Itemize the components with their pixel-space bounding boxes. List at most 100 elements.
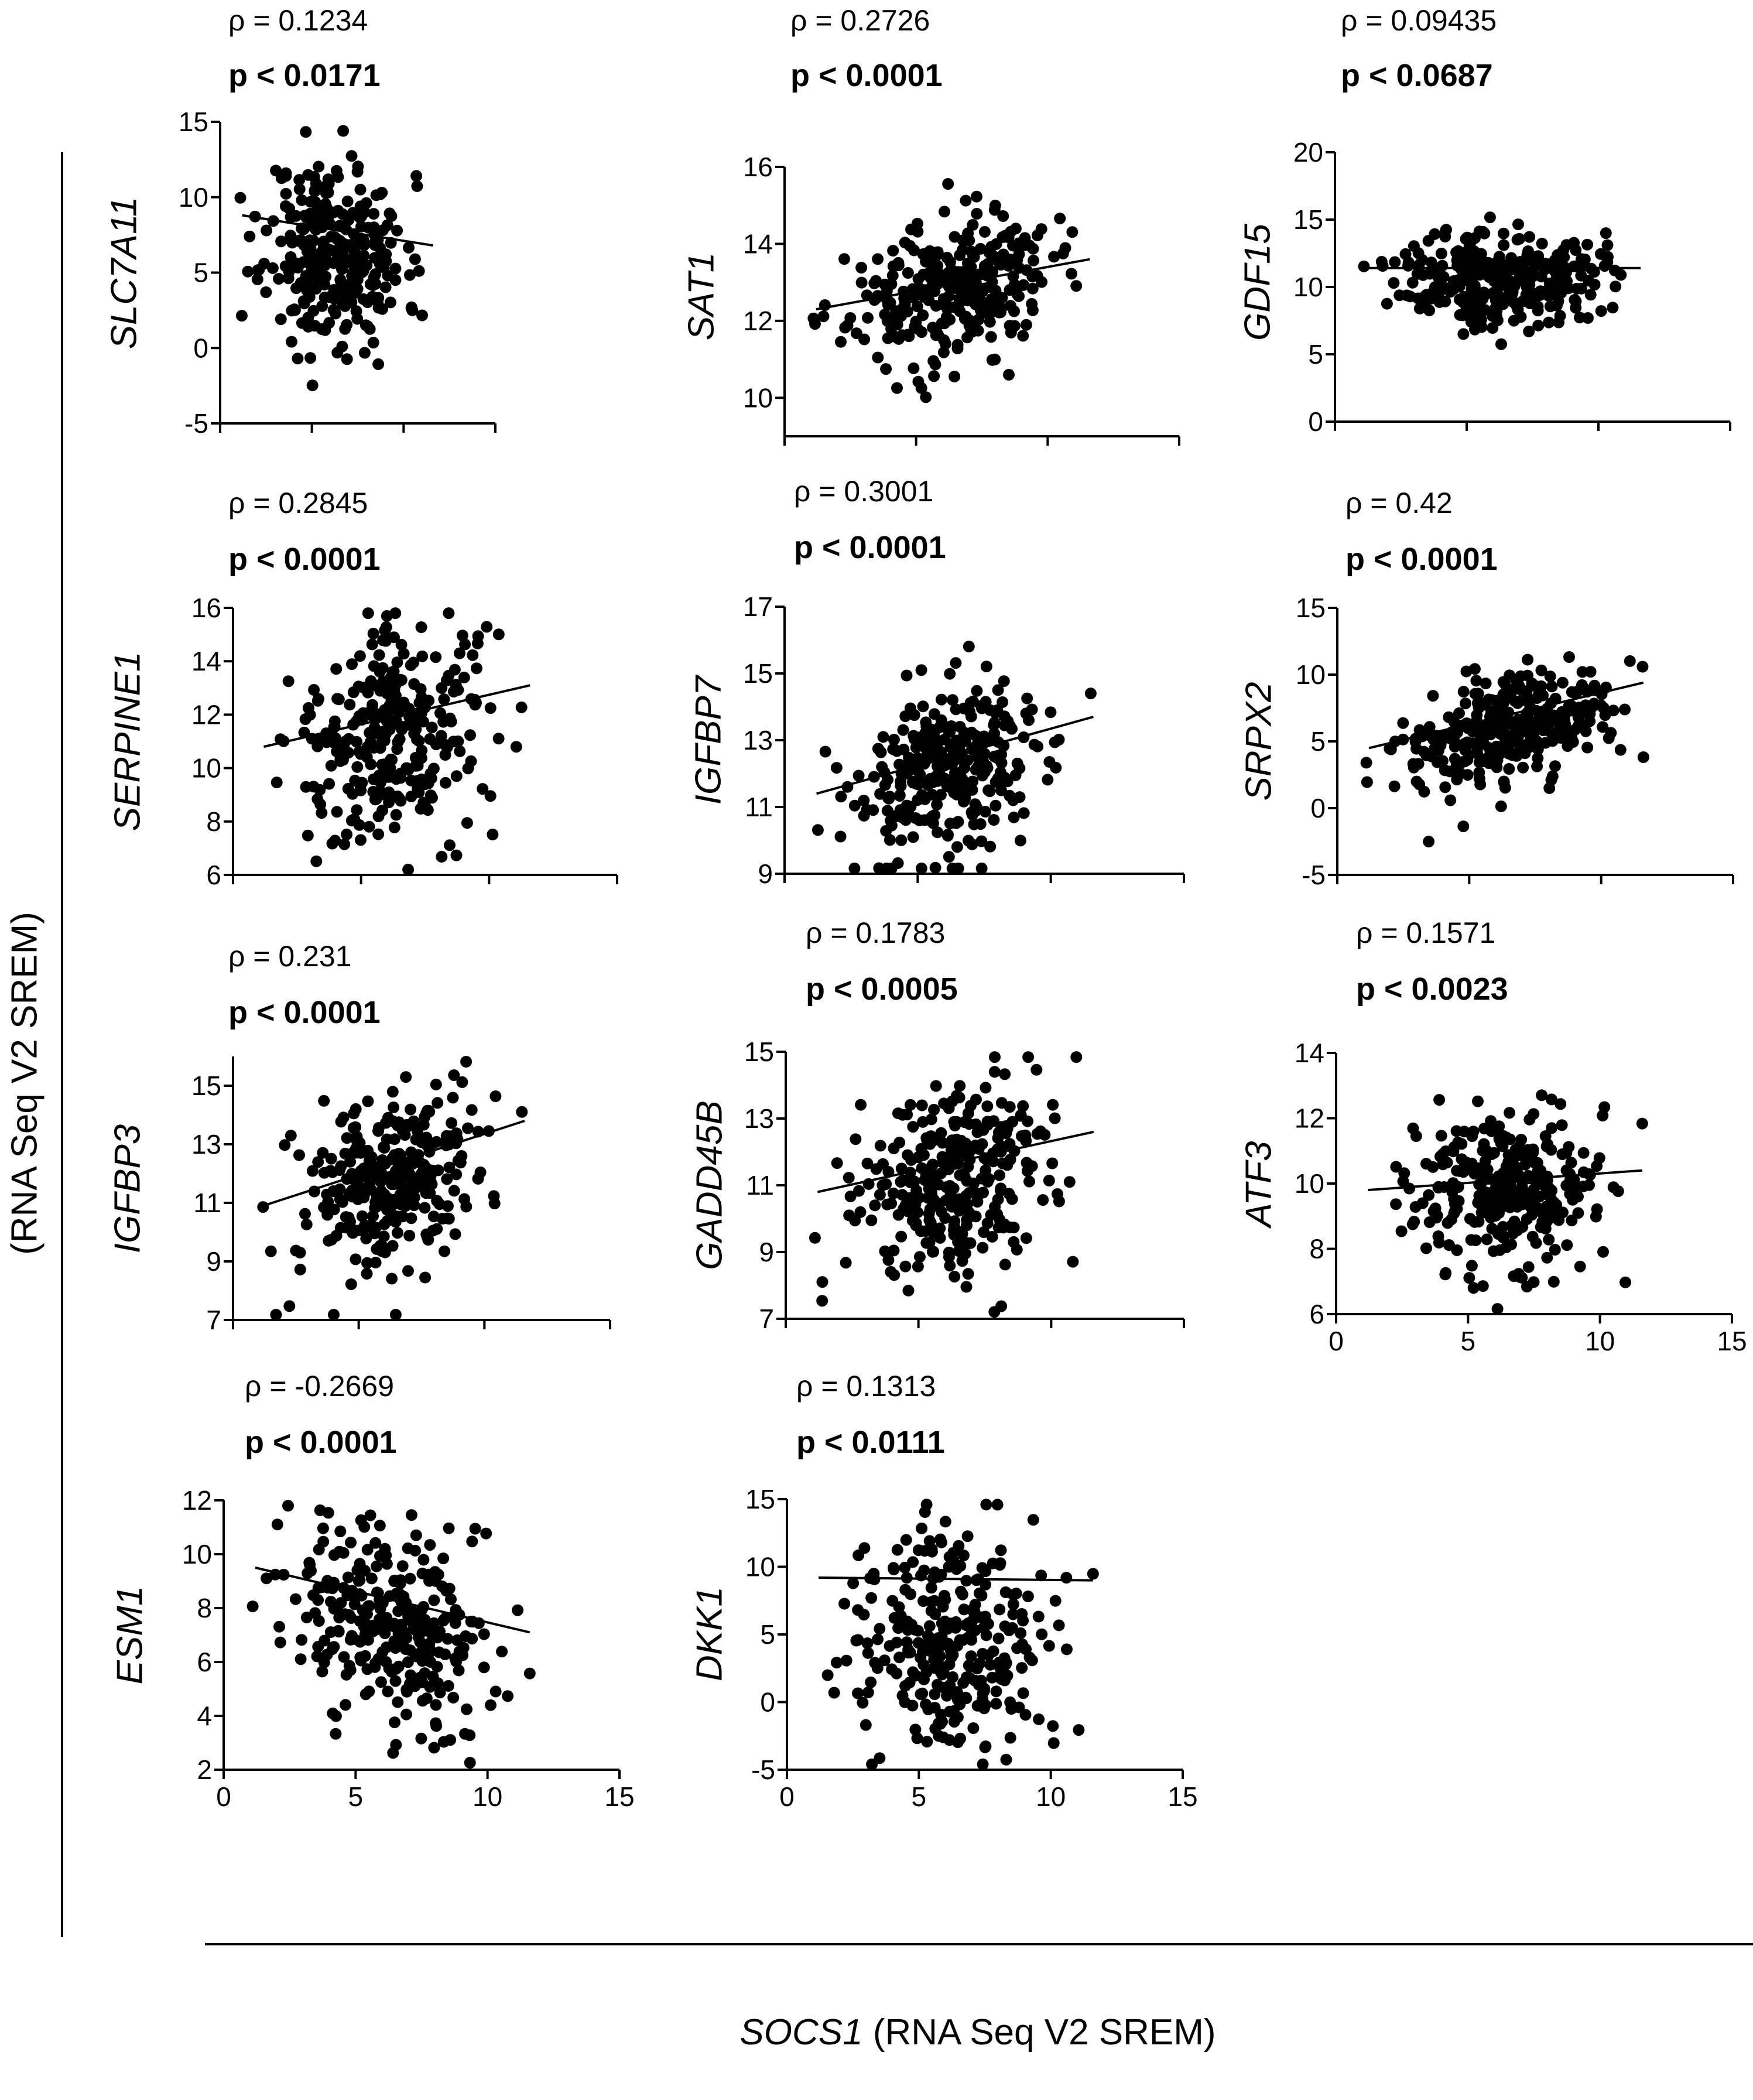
- scatter-plot-svg: 7 9 11 13 15: [191, 1056, 611, 1335]
- data-point: [400, 1708, 412, 1721]
- data-point: [960, 194, 972, 207]
- data-point: [990, 799, 1002, 812]
- data-point: [870, 1163, 882, 1175]
- data-point: [235, 310, 248, 322]
- data-point: [1022, 1591, 1034, 1602]
- data-point: [1023, 1175, 1035, 1188]
- data-point: [1530, 680, 1542, 692]
- data-point: [1588, 279, 1601, 290]
- data-point: [858, 795, 870, 806]
- data-point: [988, 1306, 1001, 1318]
- data-point: [1480, 678, 1492, 689]
- data-point: [1492, 282, 1504, 294]
- data-point: [1532, 250, 1545, 262]
- data-point: [917, 1658, 930, 1671]
- data-point: [979, 1741, 991, 1753]
- data-point: [282, 1500, 294, 1512]
- data-point: [1432, 271, 1444, 283]
- data-point: [299, 256, 311, 268]
- data-point: [882, 332, 894, 344]
- data-point: [1020, 1232, 1032, 1244]
- data-point: [1544, 726, 1556, 738]
- data-point: [929, 1688, 941, 1700]
- data-point: [372, 828, 385, 840]
- data-point: [1515, 311, 1527, 323]
- data-point: [294, 1263, 306, 1275]
- x-tick-label: 10: [1036, 1781, 1066, 1812]
- data-point: [1491, 761, 1503, 774]
- data-point: [939, 733, 951, 745]
- data-point: [388, 1102, 400, 1113]
- data-point: [323, 1234, 335, 1247]
- data-point: [939, 1516, 951, 1528]
- data-point: [917, 700, 929, 713]
- data-point: [288, 303, 300, 316]
- data-point: [428, 1617, 440, 1629]
- data-point: [962, 1268, 974, 1280]
- data-point: [251, 273, 263, 285]
- data-point: [399, 1629, 410, 1640]
- data-point: [874, 1752, 886, 1764]
- p-value-label: p < 0.0001: [228, 542, 381, 577]
- data-point: [838, 253, 850, 265]
- data-point: [970, 1118, 982, 1130]
- data-point: [372, 292, 385, 304]
- data-point: [1448, 1207, 1460, 1219]
- data-point: [951, 338, 964, 351]
- data-point: [275, 172, 287, 184]
- data-point: [1573, 702, 1586, 714]
- data-point: [431, 1195, 443, 1207]
- data-point: [391, 224, 403, 237]
- data-point: [915, 862, 927, 874]
- data-point: [968, 818, 980, 830]
- data-point: [905, 1588, 917, 1600]
- data-point: [1003, 1188, 1015, 1200]
- data-point: [416, 744, 428, 757]
- data-point: [430, 1135, 443, 1148]
- data-point: [962, 1161, 974, 1173]
- data-point: [830, 1657, 843, 1669]
- data-point: [512, 1604, 524, 1616]
- data-point: [928, 1654, 940, 1665]
- data-point: [877, 1179, 889, 1191]
- data-point: [988, 204, 1001, 216]
- data-point: [1043, 1175, 1055, 1186]
- y-tick-label: -5: [184, 408, 208, 439]
- data-point: [386, 1240, 399, 1252]
- spearman-rho-label: ρ = 0.09435: [1341, 4, 1497, 37]
- data-point: [974, 1677, 986, 1689]
- data-point: [413, 696, 426, 709]
- data-point: [924, 1203, 936, 1215]
- data-point: [932, 1678, 943, 1691]
- data-point: [336, 253, 348, 265]
- data-point: [1436, 1148, 1449, 1161]
- data-point: [293, 183, 306, 196]
- data-point: [933, 1730, 945, 1742]
- data-point: [960, 1190, 972, 1202]
- data-point: [349, 774, 361, 786]
- data-point: [951, 1711, 964, 1723]
- data-point: [430, 651, 442, 663]
- data-point: [1523, 279, 1536, 291]
- data-point: [884, 1640, 896, 1652]
- data-point: [489, 1685, 502, 1698]
- data-point: [911, 217, 923, 230]
- data-point: [922, 1630, 934, 1642]
- data-point: [319, 291, 331, 303]
- data-point: [389, 1309, 402, 1321]
- p-value-label: p < 0.0001: [245, 1425, 397, 1460]
- data-point: [950, 1225, 963, 1236]
- data-point: [920, 777, 932, 789]
- data-point: [492, 733, 505, 745]
- data-point: [812, 824, 824, 836]
- data-point: [998, 719, 1011, 731]
- data-point: [302, 169, 314, 181]
- data-point: [1449, 753, 1461, 765]
- data-point: [910, 1219, 922, 1232]
- data-point: [481, 621, 493, 633]
- data-point: [364, 1509, 376, 1521]
- data-point: [926, 746, 938, 758]
- data-point: [954, 1634, 966, 1646]
- scatter-plot-svg: 10 12 14 16: [743, 152, 1180, 446]
- data-point: [888, 1269, 901, 1281]
